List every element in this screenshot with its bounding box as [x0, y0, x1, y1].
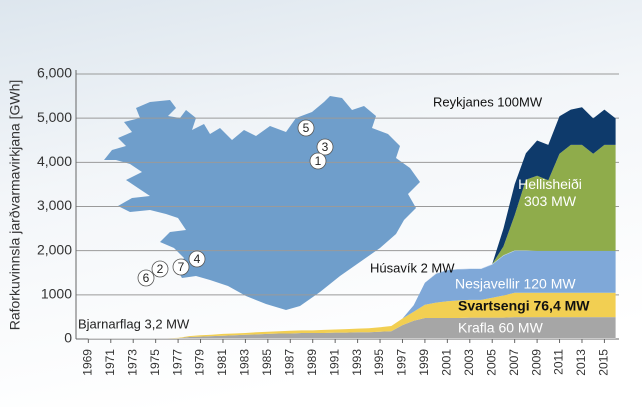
map-marker	[316, 138, 334, 156]
x-tick-label: 1975	[148, 349, 162, 376]
series-label: Húsavík 2 MW	[370, 260, 455, 275]
y-tick-label: 2,000	[37, 241, 72, 257]
x-tick-label: 2013	[574, 349, 588, 376]
series-label: Krafla 60 MW	[458, 320, 544, 336]
iceland-map	[104, 96, 420, 310]
x-tick-label: 1971	[103, 349, 117, 376]
x-tick-label: 1993	[350, 349, 364, 376]
area	[88, 107, 616, 339]
series-label: Nesjavellir 120 MW	[455, 276, 576, 292]
y-tick-label: 6,000	[37, 65, 72, 81]
map-marker	[309, 152, 327, 170]
area	[88, 317, 616, 339]
x-tick-label: 1983	[238, 349, 252, 376]
x-tick-label: 1977	[170, 349, 184, 376]
series-label: Bjarnarflag 3,2 MW	[78, 316, 190, 331]
x-tick-label: 2009	[529, 349, 543, 376]
x-tick-label: 2007	[507, 349, 521, 376]
map-marker	[297, 119, 315, 137]
x-tick-label: 2015	[597, 349, 611, 376]
y-tick-label: 4,000	[37, 153, 72, 169]
map-marker	[188, 250, 206, 268]
x-tick-label: 2003	[462, 349, 476, 376]
map-marker-label: 6	[143, 271, 150, 285]
series-label: Hellisheiði 303 MW	[518, 176, 582, 209]
y-tick-label: 5,000	[37, 109, 72, 125]
x-tick-label: 1989	[305, 349, 319, 376]
area	[88, 292, 616, 339]
y-tick-label: 3,000	[37, 197, 72, 213]
series-label: Svartsengi 76,4 MW	[458, 298, 590, 314]
map-marker-label: 4	[194, 252, 201, 266]
x-tick-label: 1981	[215, 349, 229, 376]
x-tick-label: 1969	[81, 349, 95, 376]
y-axis-title: Raforkuvinnsla jarðvarmavirkjana [GWh]	[7, 80, 23, 331]
y-tick-label: 1000	[41, 286, 72, 302]
area	[88, 250, 616, 339]
x-tick-label: 1979	[193, 349, 207, 376]
x-tick-label: 1999	[417, 349, 431, 376]
x-tick-label: 1973	[125, 349, 139, 376]
map-marker	[151, 260, 169, 278]
area	[88, 338, 616, 339]
map-marker-label: 2	[157, 262, 164, 276]
x-tick-label: 2005	[484, 349, 498, 376]
area	[88, 144, 616, 339]
map-marker-label: 5	[303, 121, 310, 135]
x-tick-label: 2011	[552, 349, 566, 375]
series-label: Reykjanes 100MW	[433, 94, 543, 109]
y-tick-label: 0	[64, 330, 72, 346]
x-tick-label: 1987	[282, 349, 296, 376]
map-marker-label: 7	[178, 260, 185, 274]
x-tick-label: 1985	[260, 349, 274, 376]
map-marker-label: 3	[322, 140, 329, 154]
map-marker	[172, 258, 190, 276]
x-tick-label: 1991	[327, 349, 341, 376]
map-marker	[137, 269, 155, 287]
map-marker-label: 1	[315, 154, 322, 168]
x-tick-label: 1995	[372, 349, 386, 376]
x-tick-label: 1997	[395, 349, 409, 376]
x-tick-label: 2001	[440, 349, 454, 376]
